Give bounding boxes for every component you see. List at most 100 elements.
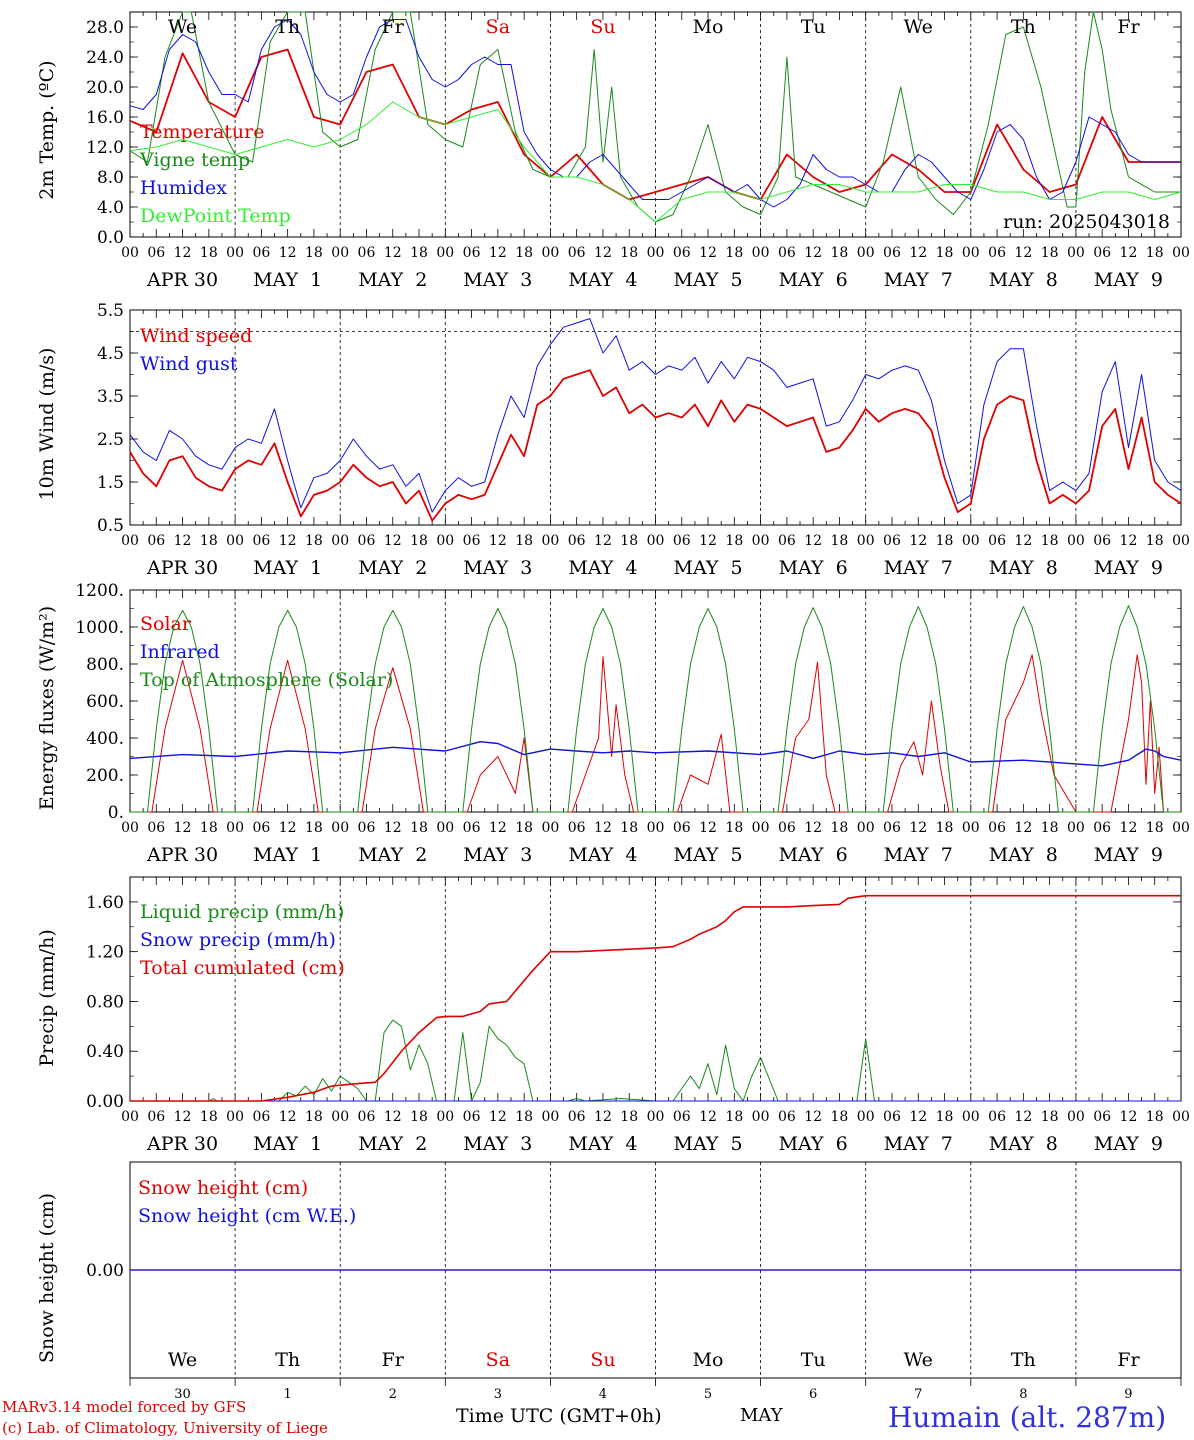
series-line (129, 101, 1182, 223)
day-label: MAY 4 (568, 1133, 637, 1155)
hour-tick-label: 18 (936, 820, 954, 836)
day-label: APR 30 (146, 1133, 218, 1155)
hour-tick-label: 12 (1120, 533, 1138, 549)
hour-tick-label: 12 (594, 245, 612, 261)
day-label: MAY 6 (779, 1133, 848, 1155)
weekday-label: Mo (693, 1349, 724, 1371)
day-label: MAY 3 (463, 1133, 532, 1155)
y-tick-label: 16.0 (86, 108, 124, 128)
month-label: MAY (740, 1405, 783, 1426)
y-tick-label: 400. (86, 729, 124, 749)
series-line (129, 369, 1182, 522)
date-label: 4 (599, 1387, 607, 1402)
day-label: MAY 1 (253, 844, 322, 866)
date-label: 3 (494, 1387, 502, 1402)
weekday-label: We (168, 16, 197, 38)
y-tick-label: 0.5 (97, 516, 124, 536)
hour-tick-label: 18 (410, 245, 428, 261)
weekday-label: We (904, 16, 933, 38)
day-label: MAY 8 (989, 557, 1058, 579)
date-label: 30 (174, 1387, 191, 1402)
hour-tick-label: 12 (384, 820, 402, 836)
hour-tick-label: 12 (804, 245, 822, 261)
day-label: MAY 9 (1094, 269, 1163, 291)
weekday-label: Mo (693, 16, 724, 38)
day-label: MAY 3 (463, 844, 532, 866)
weekday-label: Sa (486, 16, 510, 38)
y-tick-label: 1.20 (86, 943, 124, 963)
y-axis-label: 10m Wind (m/s) (36, 348, 58, 501)
legend-entry: Vigne temp (139, 149, 250, 171)
y-tick-label: 1.5 (97, 473, 124, 493)
hour-tick-label: 00 (331, 820, 349, 836)
hour-tick-label: 00 (436, 533, 454, 549)
hour-tick-label: 18 (410, 533, 428, 549)
legend-entry: Solar (140, 613, 192, 635)
day-label: MAY 9 (1094, 1133, 1163, 1155)
weekday-label: Tu (801, 16, 826, 38)
hour-tick-label: 12 (1014, 245, 1032, 261)
y-tick-label: 3.5 (97, 387, 124, 407)
hour-tick-label: 18 (831, 820, 849, 836)
hour-tick-label: 12 (489, 533, 507, 549)
hour-tick-label: 00 (436, 1109, 454, 1125)
hour-tick-label: 12 (1014, 1109, 1032, 1125)
hour-tick-label: 06 (988, 820, 1006, 836)
day-label: MAY 5 (673, 1133, 742, 1155)
date-label: 8 (1019, 1387, 1027, 1402)
hour-tick-label: 00 (541, 1109, 559, 1125)
hour-tick-label: 06 (568, 820, 586, 836)
hour-tick-label: 12 (594, 820, 612, 836)
date-label: 2 (389, 1387, 397, 1402)
hour-tick-label: 18 (725, 245, 743, 261)
hour-tick-label: 00 (331, 1109, 349, 1125)
day-label: MAY 9 (1094, 557, 1163, 579)
weekday-label: Su (590, 1349, 615, 1371)
hour-tick-label: 06 (778, 820, 796, 836)
hour-tick-label: 06 (988, 533, 1006, 549)
hour-tick-label: 00 (1067, 533, 1085, 549)
date-label: 9 (1124, 1387, 1132, 1402)
hour-tick-label: 00 (647, 245, 665, 261)
hour-tick-label: 06 (883, 1109, 901, 1125)
weekday-label: We (168, 1349, 197, 1371)
hour-tick-label: 06 (568, 1109, 586, 1125)
series-line (130, 1019, 1181, 1102)
day-label: MAY 7 (884, 844, 953, 866)
legend-entry: Snow height (cm) (138, 1177, 308, 1199)
day-label: MAY 8 (989, 844, 1058, 866)
hour-tick-label: 12 (699, 820, 717, 836)
y-tick-label: 0. (108, 803, 124, 823)
hour-tick-label: 12 (699, 245, 717, 261)
y-axis-label: Snow height (cm) (36, 1193, 58, 1363)
hour-tick-label: 00 (121, 820, 139, 836)
legend-entry: Snow precip (mm/h) (140, 929, 336, 951)
model-credit: MARv3.14 model forced by GFS (2, 1398, 247, 1416)
run-annotation: run: 2025043018 (1003, 211, 1170, 233)
hour-tick-label: 06 (673, 820, 691, 836)
hour-tick-label: 00 (857, 533, 875, 549)
hour-tick-label: 06 (778, 533, 796, 549)
hour-tick-label: 12 (1120, 820, 1138, 836)
hour-tick-label: 00 (226, 820, 244, 836)
hour-tick-label: 18 (305, 533, 323, 549)
hour-tick-label: 06 (673, 1109, 691, 1125)
hour-tick-label: 12 (279, 533, 297, 549)
weekday-label: Th (1011, 1349, 1036, 1371)
hour-tick-label: 06 (883, 533, 901, 549)
hour-tick-label: 12 (909, 245, 927, 261)
hour-tick-label: 00 (962, 1109, 980, 1125)
hour-tick-label: 12 (594, 533, 612, 549)
hour-tick-label: 06 (252, 245, 270, 261)
y-tick-label: 1000. (75, 618, 124, 638)
hour-tick-label: 00 (331, 533, 349, 549)
hour-tick-label: 06 (463, 533, 481, 549)
weekday-label: Sa (486, 1349, 510, 1371)
hour-tick-label: 00 (436, 245, 454, 261)
day-label: MAY 6 (779, 557, 848, 579)
panel-frame (129, 11, 1182, 238)
hour-tick-label: 00 (121, 1109, 139, 1125)
y-axis-label: 2m Temp. (ºC) (36, 60, 58, 199)
hour-tick-label: 06 (147, 820, 165, 836)
